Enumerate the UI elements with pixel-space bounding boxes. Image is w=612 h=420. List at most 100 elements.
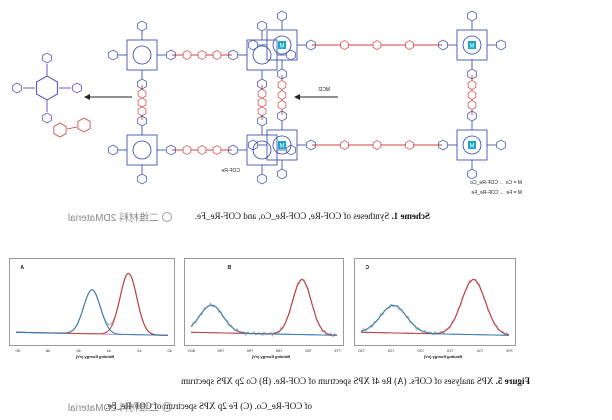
- x-tick-label: 42: [137, 348, 142, 353]
- amine-ring-1: [12, 82, 22, 94]
- phenyl-ring-L1-0: [277, 10, 287, 22]
- metal-center-L2: [468, 141, 476, 149]
- porphyrin-core-R1: [126, 39, 158, 71]
- metal-label-L3: M: [280, 144, 285, 150]
- phenyl-ring-L2-2: [467, 168, 477, 180]
- porphyrin-ring-L0: [462, 35, 482, 55]
- linker-ring-Lbottom-1: [405, 140, 414, 150]
- phenyl-ring-R3-3: [166, 144, 176, 156]
- phenyl-ring-L2-3: [496, 139, 506, 151]
- reaction-arrow-2-head: [294, 94, 300, 100]
- x-tick-label: 790: [246, 348, 254, 353]
- x-tick-label: 730: [358, 348, 365, 353]
- porphyrin-core-R3: [126, 134, 158, 166]
- phenyl-ring-R2-3: [286, 144, 296, 156]
- amine-ring-3: [72, 82, 82, 94]
- x-tick-label: 46: [76, 348, 81, 353]
- metal-label-L0: M: [470, 44, 475, 50]
- x-tick-label: 775: [334, 348, 341, 353]
- linker-ring-Lright-2: [277, 90, 287, 100]
- xps-chart-b: [190, 278, 338, 338]
- phenyl-ring-L0-0: [467, 10, 477, 22]
- linker-ring-Rright-1: [137, 88, 147, 99]
- phenyl-ring-L1-1: [248, 39, 258, 51]
- x-tick-label: 720: [417, 348, 425, 353]
- phenyl-ring-L1-2: [277, 68, 287, 80]
- x-tick-label: 800: [188, 348, 195, 353]
- linker-ring-Rleft-2: [257, 97, 267, 108]
- phenyl-ring-L1-3: [306, 39, 316, 51]
- xps-peak-fit-2-1: [360, 304, 509, 336]
- phenyl-ring-R2-1: [228, 144, 238, 156]
- linker-ring-Rbottom-1: [212, 145, 222, 155]
- porphyrin-core-R2: [246, 134, 278, 166]
- phenyl-ring-R0-2: [257, 78, 267, 90]
- linker-ring-Ltop-3: [340, 40, 349, 50]
- x-tick-label: 48: [45, 348, 51, 353]
- linker-ring-Rright-3: [137, 106, 147, 117]
- xlabel-c: Binding Energy (eV): [423, 354, 462, 359]
- phenyl-ring-L2-0: [467, 110, 477, 122]
- linker-ring-Rtop-2: [197, 50, 207, 60]
- phenyl-ring-L0-3: [496, 39, 506, 51]
- xps-chart-a: [16, 272, 168, 336]
- linker-ring-Lleft-1: [467, 80, 477, 90]
- watermark-bottom: 二维材料 2DMaterial: [68, 399, 172, 414]
- linker-ring-Lbottom-2: [372, 140, 382, 150]
- x-tick-label: 795: [217, 348, 225, 353]
- figure5-caption-label: Figure 5.: [495, 376, 530, 386]
- monomer-structures: [12, 52, 91, 138]
- watermark-top: 二维材料 2DMaterial: [68, 209, 172, 224]
- xps-peak-fit-0-0: [16, 272, 168, 336]
- amine-ring-0: [42, 52, 52, 64]
- cof-re-label: COF-Re: [221, 168, 240, 174]
- porphyrin-ring-R3: [132, 140, 152, 160]
- metal-center-L0: [468, 41, 476, 49]
- metal-center-L1: [278, 41, 286, 49]
- phenyl-ring-R2-0: [257, 115, 267, 127]
- linker-ring-Rbottom-2: [197, 145, 207, 155]
- x-tick-label: 725: [387, 348, 395, 353]
- linker-ring-Lbottom-3: [340, 140, 349, 150]
- phenyl-ring-R3-2: [137, 173, 147, 185]
- linker-ring-Rtop-3: [182, 50, 192, 60]
- linker-ring-Rleft-1: [257, 88, 267, 99]
- legend-fe: M = Fe → COF-Re_Fe: [471, 190, 522, 196]
- legend-co: M = Co → COF-Re_Co: [470, 180, 522, 186]
- reaction-arrow-1-head: [84, 94, 90, 100]
- phenyl-ring-R3-1: [108, 144, 118, 156]
- phenyl-ring-R0-3: [286, 49, 296, 61]
- linker-ring-Lright-1: [277, 80, 287, 90]
- x-tick-label: 785: [275, 348, 283, 353]
- xps-panel-c: C: [354, 258, 516, 346]
- x-tick-label: 715: [447, 348, 454, 353]
- porphyrin-ring-L2: [462, 135, 482, 155]
- phenyl-ring-L3-3: [306, 139, 316, 151]
- linker-ring-Rbottom-3: [182, 145, 192, 155]
- phenyl-ring-L3-2: [277, 168, 287, 180]
- phenyl-ring-R1-3: [166, 49, 176, 61]
- aldehyde-ring-2: [53, 122, 67, 138]
- panel-letter-a: A: [20, 265, 24, 271]
- linker-ring-Lright-3: [277, 100, 287, 110]
- porphyrin-ring-R0: [252, 45, 272, 65]
- cof-metalated-structure: M M M M: [248, 10, 506, 180]
- cof-re-structure: [108, 20, 296, 185]
- xps-chart-c: [360, 278, 510, 337]
- aldehyde-bond: [66, 126, 78, 130]
- x-tick-label: 50: [15, 348, 20, 353]
- metal-label-L1: M: [280, 44, 285, 50]
- metal-label-L2: M: [470, 144, 475, 150]
- scheme-caption-text: Syntheses of COF-Re, COF-Re_Co, and COF-…: [194, 211, 390, 221]
- linker-ring-Ltop-1: [405, 40, 414, 50]
- linker-ring-Rtop-1: [212, 50, 222, 60]
- phenyl-ring-R1-1: [108, 49, 118, 61]
- porphyrin-ring-R1: [132, 45, 152, 65]
- xps-peak-fit-1-1: [190, 304, 337, 336]
- panel-letter-c: C: [365, 265, 369, 271]
- xps-peak-fit-0-1: [16, 289, 168, 336]
- linker-ring-Lleft-2: [467, 90, 477, 100]
- porphyrin-core-R0: [246, 39, 278, 71]
- x-tick-label: 780: [305, 348, 312, 353]
